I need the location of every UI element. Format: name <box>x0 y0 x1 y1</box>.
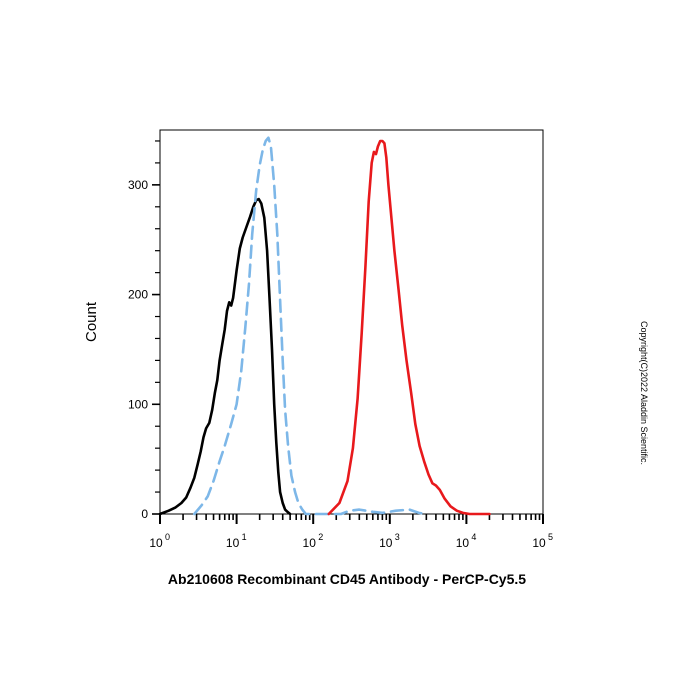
y-tick-label: 300 <box>128 178 148 192</box>
x-tick-label: 10 <box>456 536 470 550</box>
figure-caption: Ab210608 Recombinant CD45 Antibody - Per… <box>168 571 526 587</box>
y-axis-title: Count <box>83 301 100 342</box>
x-tick-exponent: 0 <box>165 532 170 542</box>
x-tick-exponent: 1 <box>242 532 247 542</box>
y-axis: 0 100 200 300 <box>128 140 160 521</box>
x-tick-exponent: 2 <box>318 532 323 542</box>
x-tick-exponent: 5 <box>548 532 553 542</box>
x-tick-label: 10 <box>379 536 393 550</box>
y-tick-label: 100 <box>128 397 148 411</box>
x-tick-label: 10 <box>226 536 240 550</box>
series-layer <box>158 136 491 516</box>
plot-border <box>159 129 544 515</box>
x-axis: 10 0 10 1 10 2 10 3 10 4 10 5 <box>149 514 553 550</box>
y-tick-label: 200 <box>128 288 148 302</box>
x-tick-exponent: 3 <box>395 532 400 542</box>
copyright-notice: Copyright(C)2022 Aladdin Scientific. <box>639 321 649 465</box>
x-tick-label: 10 <box>303 536 317 550</box>
x-tick-label: 10 <box>532 536 546 550</box>
x-tick-exponent: 4 <box>471 532 476 542</box>
plot-frame <box>159 129 544 515</box>
x-tick-label: 10 <box>149 536 163 550</box>
y-tick-label: 0 <box>141 507 148 521</box>
series-line-1 <box>158 197 292 516</box>
series-line-2 <box>193 136 428 516</box>
series-line-3 <box>327 139 491 516</box>
